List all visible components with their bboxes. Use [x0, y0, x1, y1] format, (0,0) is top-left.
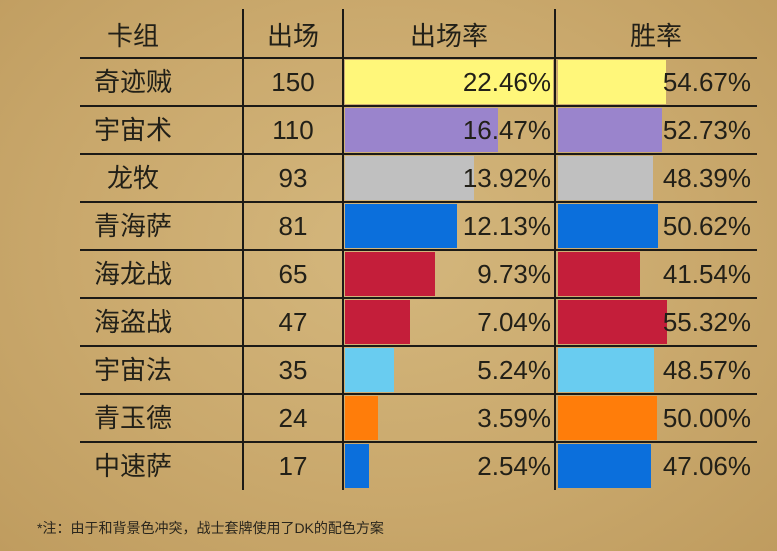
- deck-name: 海盗战: [93, 307, 172, 337]
- row-divider: [80, 297, 757, 299]
- play-count: 93: [278, 163, 308, 193]
- win-rate-bar: [558, 204, 658, 248]
- play-rate-bar: [345, 444, 369, 488]
- play-count: 65: [278, 259, 308, 289]
- deck-name: 青海萨: [93, 211, 172, 241]
- deck-name: 龙牧: [106, 163, 159, 193]
- table-body: 奇迹贼 150 22.46% 54.67% 宇宙术 110 16.47% 52.…: [0, 58, 777, 490]
- deck-name: 青玉德: [93, 403, 172, 433]
- win-rate-label: 50.00%: [662, 403, 751, 433]
- row-divider: [80, 105, 757, 107]
- row-divider: [80, 153, 757, 155]
- play-count: 35: [278, 355, 308, 385]
- header-play-rate: 出场率: [409, 21, 488, 51]
- play-rate-label: 7.04%: [477, 307, 551, 337]
- table-row: 海龙战 65 9.73% 41.54%: [0, 250, 777, 298]
- play-count: 150: [271, 67, 315, 97]
- row-divider: [80, 393, 757, 395]
- play-rate-bar: [345, 348, 394, 392]
- win-rate-label: 48.39%: [662, 163, 751, 193]
- table-row: 奇迹贼 150 22.46% 54.67%: [0, 58, 777, 106]
- table-row: 中速萨 17 2.54% 47.06%: [0, 442, 777, 490]
- win-rate-bar: [558, 60, 666, 104]
- play-rate-label: 9.73%: [477, 259, 551, 289]
- table-row: 宇宙法 35 5.24% 48.57%: [0, 346, 777, 394]
- table-row: 青玉德 24 3.59% 50.00%: [0, 394, 777, 442]
- header-count: 出场: [266, 21, 319, 51]
- play-count: 110: [272, 115, 314, 145]
- row-divider: [80, 345, 757, 347]
- win-rate-bar: [558, 396, 657, 440]
- header-win-rate: 胜率: [629, 21, 682, 51]
- win-rate-bar: [558, 156, 654, 200]
- play-count: 47: [278, 307, 308, 337]
- play-rate-bar: [345, 252, 436, 296]
- play-rate-bar: [345, 300, 411, 344]
- play-rate-bar: [345, 108, 498, 152]
- deck-name: 海龙战: [93, 259, 172, 289]
- play-rate-label: 12.13%: [462, 211, 551, 241]
- play-rate-bar: [345, 396, 379, 440]
- win-rate-bar: [558, 348, 654, 392]
- play-count: 17: [278, 451, 308, 481]
- play-rate-label: 22.46%: [462, 67, 551, 97]
- table-row: 宇宙术 110 16.47% 52.73%: [0, 106, 777, 154]
- win-rate-label: 54.67%: [662, 67, 751, 97]
- play-rate-label: 5.24%: [477, 355, 551, 385]
- table-row: 龙牧 93 13.92% 48.39%: [0, 154, 777, 202]
- row-divider: [80, 201, 757, 203]
- play-rate-label: 2.54%: [477, 451, 551, 481]
- win-rate-bar: [558, 252, 640, 296]
- header-deck: 卡组: [106, 21, 159, 51]
- play-rate-bar: [345, 156, 474, 200]
- play-count: 24: [278, 403, 308, 433]
- play-rate-bar: [345, 204, 458, 248]
- header-divider: [80, 57, 757, 59]
- win-rate-label: 50.62%: [662, 211, 751, 241]
- play-rate-label: 3.59%: [477, 403, 551, 433]
- deck-name: 中速萨: [93, 451, 172, 481]
- win-rate-label: 52.73%: [662, 115, 751, 145]
- win-rate-label: 55.32%: [662, 307, 751, 337]
- win-rate-label: 47.06%: [662, 451, 751, 481]
- play-rate-label: 16.47%: [462, 115, 551, 145]
- play-rate-label: 13.92%: [462, 163, 551, 193]
- deck-name: 宇宙法: [93, 355, 172, 385]
- table-row: 青海萨 81 12.13% 50.62%: [0, 202, 777, 250]
- play-rate-bar: [345, 60, 553, 104]
- win-rate-bar: [558, 300, 667, 344]
- footnote: *注：由于和背景色冲突，战士套牌使用了DK的配色方案: [37, 520, 384, 536]
- win-rate-label: 41.54%: [662, 259, 751, 289]
- deck-name: 奇迹贼: [93, 67, 172, 97]
- play-count: 81: [278, 211, 308, 241]
- table-row: 海盗战 47 7.04% 55.32%: [0, 298, 777, 346]
- win-rate-bar: [558, 444, 651, 488]
- deck-name: 宇宙术: [93, 115, 172, 145]
- row-divider: [80, 441, 757, 443]
- row-divider: [80, 249, 757, 251]
- win-rate-label: 48.57%: [662, 355, 751, 385]
- win-rate-bar: [558, 108, 662, 152]
